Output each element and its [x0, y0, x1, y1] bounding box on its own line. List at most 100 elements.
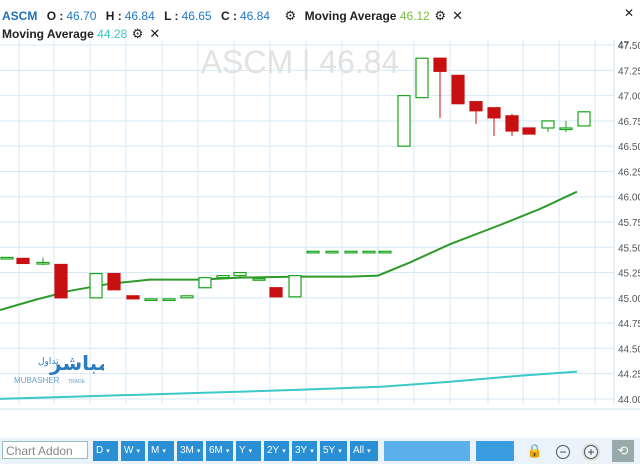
- candle-body: [252, 278, 266, 281]
- refresh-icon[interactable]: ⟲: [612, 440, 634, 462]
- y-tick-label: 46.50: [618, 142, 640, 153]
- range-button-label: 5Y: [323, 445, 336, 456]
- y-tick-label: 45.25: [618, 269, 640, 280]
- lock-icon[interactable]: 🔒: [526, 443, 544, 458]
- price-chart[interactable]: ASCM | 46.84 44.00 44.25 44.50 44.75 45.00 45.…: [0, 0, 640, 412]
- range-button-3y[interactable]: 3Y ▾: [292, 441, 317, 461]
- range-button-5y[interactable]: 5Y ▾: [320, 441, 347, 461]
- range-button-label: 3Y: [295, 445, 308, 456]
- high-label: H :: [105, 9, 122, 23]
- candle-body: [325, 250, 339, 254]
- chevron-down-icon: ▾: [225, 448, 230, 455]
- y-tick-label: 46.75: [618, 117, 640, 128]
- symbol-label[interactable]: ASCM: [2, 9, 38, 23]
- candle-body: [216, 274, 230, 279]
- range-button-3m[interactable]: 3M ▾: [177, 441, 203, 461]
- candle-body: [180, 295, 194, 299]
- mubasher-logo: تداول مباشر MUBASHER TRADE: [8, 348, 110, 393]
- range-button-y[interactable]: Y ▾: [236, 441, 261, 461]
- moving-average-line-2: [0, 370, 578, 400]
- y-tick-label: 47.00: [618, 92, 640, 103]
- range-button-label: All: [353, 445, 365, 456]
- chevron-down-icon: ▾: [136, 448, 140, 455]
- date-range-track[interactable]: [384, 441, 470, 461]
- chevron-down-icon: ▾: [196, 448, 201, 455]
- logo-trade: TRADE: [68, 379, 86, 385]
- zoom-out-icon[interactable]: −: [556, 445, 570, 459]
- candle-body: [451, 74, 465, 105]
- ma2-label: Moving Average: [2, 27, 94, 41]
- y-tick-label: 45.50: [618, 243, 640, 254]
- candle-body: [126, 295, 140, 300]
- ma2-header: Moving Average 44.28 ⚙ ✕: [2, 26, 162, 42]
- candle-body: [415, 57, 429, 99]
- candle-body: [269, 287, 283, 298]
- candle-body: [306, 250, 320, 254]
- zoom-in-icon[interactable]: +: [584, 445, 598, 459]
- y-tick-label: 46.25: [618, 167, 640, 178]
- logo-sub-arabic: تداول: [38, 357, 59, 367]
- candle-body: [162, 298, 176, 302]
- range-button-m[interactable]: M ▾: [148, 441, 174, 461]
- candle-body: [541, 120, 555, 129]
- range-button-all[interactable]: All ▾: [350, 441, 378, 461]
- y-tick-label: 45.75: [618, 218, 640, 229]
- close-label: C :: [220, 9, 237, 23]
- chart-toolbar: Chart Addon D ▾ W ▾ M ▾ 3M ▾ 6M ▾ Y ▾ 2Y ▾ 3Y ▾ 5Y ▾ All ▾ …: [0, 438, 640, 464]
- candle-body: [36, 261, 50, 265]
- chevron-down-icon: ▾: [338, 448, 342, 455]
- y-tick-label: 44.25: [618, 370, 640, 381]
- range-button-w[interactable]: W ▾: [121, 441, 145, 461]
- range-button-label: W: [124, 445, 134, 456]
- y-tick-label: 47.: [618, 40, 632, 51]
- logo-arabic: مباشر: [49, 351, 104, 375]
- y-tick-label: 44.75: [618, 319, 640, 330]
- range-button-d[interactable]: D ▾: [93, 441, 118, 461]
- chevron-down-icon: ▾: [310, 448, 314, 455]
- y-tick-label: 47.50: [618, 41, 640, 52]
- y-tick-label: 47.25: [618, 66, 640, 77]
- candle-body: [469, 101, 483, 112]
- range-button-label: D: [96, 445, 104, 456]
- candle-body: [577, 111, 591, 127]
- candle-body: [89, 272, 103, 299]
- y-tick-label: 44.00: [618, 395, 640, 406]
- candle-body: [198, 277, 212, 289]
- range-button-label: 6M: [209, 445, 223, 456]
- open-value: 46.70: [66, 9, 97, 23]
- window-close-icon[interactable]: ✕: [623, 6, 634, 20]
- date-range-slider[interactable]: [476, 441, 514, 461]
- ma1-label: Moving Average: [304, 9, 397, 23]
- mubasher-logo-icon: تداول مباشر MUBASHER TRADE: [14, 351, 110, 385]
- open-label: O :: [46, 9, 64, 23]
- ma1-close-icon[interactable]: ✕: [452, 8, 463, 23]
- candle-body: [397, 95, 411, 147]
- range-button-label: M: [151, 445, 160, 456]
- range-button-label: 3M: [180, 445, 194, 456]
- candle-body: [288, 274, 302, 298]
- chart-addon-input[interactable]: Chart Addon: [2, 441, 88, 459]
- ma2-close-icon[interactable]: ✕: [149, 26, 161, 41]
- ma2-settings-gear-icon[interactable]: ⚙: [131, 26, 144, 41]
- chevron-down-icon: ▾: [106, 448, 110, 455]
- ma2-value: 44.28: [97, 27, 128, 41]
- close-value: 46.84: [239, 9, 270, 23]
- range-button-2y[interactable]: 2Y ▾: [264, 441, 289, 461]
- range-button-label: 2Y: [267, 445, 280, 456]
- low-value: 46.65: [181, 9, 212, 23]
- settings-gear-icon[interactable]: ⚙: [284, 8, 297, 23]
- y-tick-label: 46.00: [618, 193, 640, 204]
- logo-latin: MUBASHER: [14, 376, 60, 385]
- high-value: 46.84: [124, 9, 155, 23]
- ohlc-header: ASCM O :46.70 H :46.84 L :46.65 C :46.84…: [2, 8, 465, 24]
- chevron-down-icon: ▾: [248, 448, 253, 455]
- candle-body: [16, 257, 30, 265]
- ma1-settings-gear-icon[interactable]: ⚙: [434, 8, 447, 23]
- range-button-6m[interactable]: 6M ▾: [206, 441, 233, 461]
- candle-body: [344, 250, 358, 254]
- candle-body: [107, 272, 121, 291]
- candle-body: [505, 115, 519, 132]
- candle-body: [487, 107, 501, 119]
- candle-body: [378, 250, 392, 254]
- y-tick-label: 44.50: [618, 344, 640, 355]
